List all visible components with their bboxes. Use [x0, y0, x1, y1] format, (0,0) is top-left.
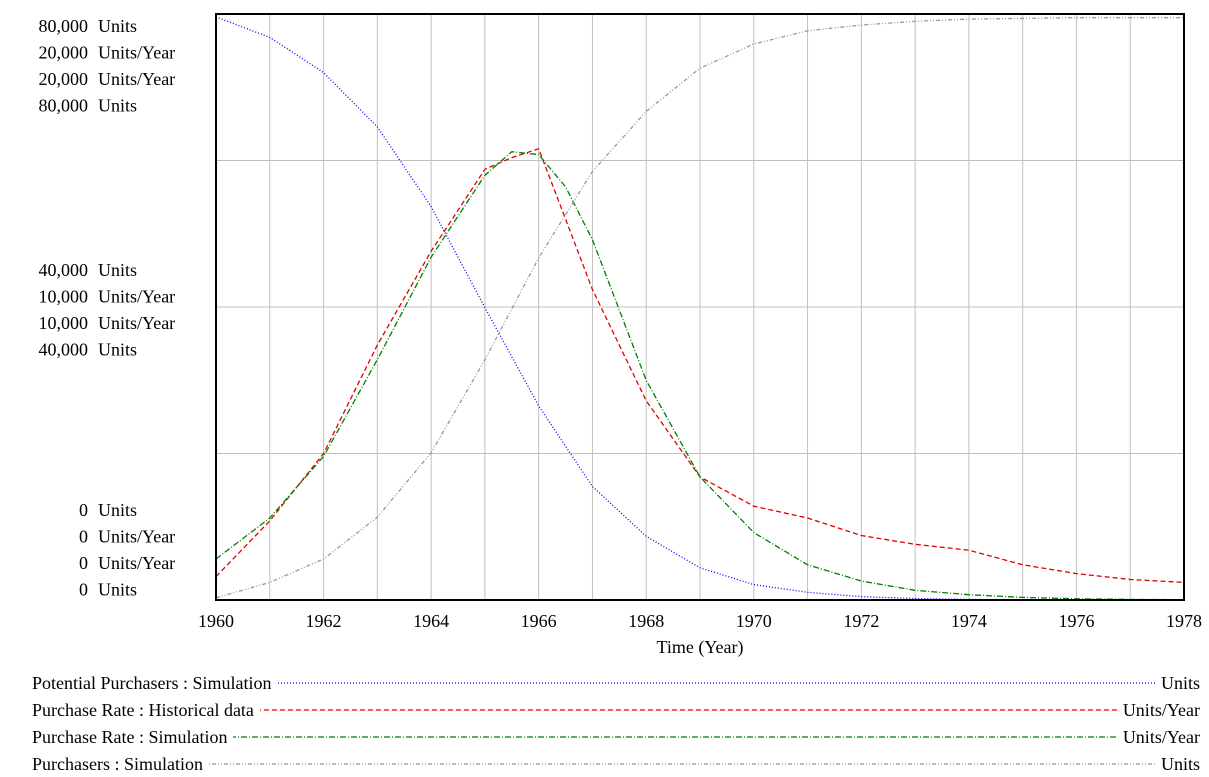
- y-axis-label: 0 Units/Year: [79, 527, 175, 547]
- legend-swatch: [32, 736, 1200, 738]
- y-axis-label-unit: Units/Year: [98, 553, 175, 573]
- y-axis-label: 40,000 Units: [39, 260, 138, 280]
- y-axis-label: 20,000 Units/Year: [39, 69, 176, 89]
- y-axis-label: 20,000 Units/Year: [39, 43, 176, 63]
- y-axis-label-unit: Units/Year: [98, 69, 175, 89]
- y-axis-label-unit: Units/Year: [98, 287, 175, 307]
- y-axis-label-unit: Units: [98, 500, 137, 520]
- series-line-1: [215, 16, 1184, 601]
- chart: 80,000 Units 20,000 Units/Year 20,000 Units/Y…: [39, 13, 1202, 658]
- y-axis-label-value: 0: [79, 580, 88, 600]
- legend-label: Purchase Rate : Simulation: [32, 724, 234, 750]
- y-axis-label-value: 20,000: [39, 69, 89, 89]
- y-axis-label: 10,000 Units/Year: [39, 287, 176, 307]
- legend-units: Units: [1154, 670, 1200, 696]
- y-axis-label: 80,000 Units: [39, 96, 138, 116]
- y-axis-label-value: 40,000: [39, 340, 89, 360]
- x-axis-tick-labels: 1960 1962 1964 1966 1968 1970 1972 1974 1976 1978: [198, 611, 1202, 631]
- y-axis-label-value: 0: [79, 500, 88, 520]
- legend-label: Potential Purchasers : Simulation: [32, 670, 278, 696]
- series-layer: [215, 16, 1185, 601]
- y-axis-label-unit: Units: [98, 16, 137, 36]
- x-tick-label: 1962: [306, 611, 342, 631]
- legend-units: Units: [1154, 751, 1200, 777]
- y-axis-label-unit: Units/Year: [98, 313, 175, 333]
- legend-item: Purchasers : Simulation Units: [0, 751, 1209, 777]
- y-axis-label-value: 10,000: [39, 313, 89, 333]
- legend-item: Potential Purchasers : Simulation Units: [0, 670, 1209, 696]
- x-tick-label: 1970: [736, 611, 772, 631]
- y-axis-label-unit: Units: [98, 580, 137, 600]
- legend-label: Purchase Rate : Historical data: [32, 697, 260, 723]
- legend-units: Units/Year: [1116, 697, 1200, 723]
- x-tick-label: 1966: [521, 611, 557, 631]
- legend-label: Purchasers : Simulation: [32, 751, 209, 777]
- y-axis-label-value: 10,000: [39, 287, 89, 307]
- series-line-3: [215, 151, 1185, 601]
- y-axis-label-unit: Units/Year: [98, 527, 175, 547]
- y-axis-label-unit: Units: [98, 96, 137, 116]
- legend-item: Purchase Rate : Simulation Units/Year: [0, 724, 1209, 750]
- legend-item: Purchase Rate : Historical data Units/Yea…: [0, 697, 1209, 723]
- grid: [215, 14, 1185, 600]
- y-axis-label-value: 40,000: [39, 260, 89, 280]
- series-line-4: [215, 17, 1184, 599]
- y-axis-label: 0 Units: [79, 500, 137, 520]
- x-tick-label: 1960: [198, 611, 234, 631]
- y-axis-label-value: 80,000: [39, 96, 89, 116]
- y-axis-label: 0 Units: [79, 580, 137, 600]
- y-axis-labels: 80,000 Units 20,000 Units/Year 20,000 Units/Y…: [39, 16, 176, 600]
- x-tick-label: 1976: [1058, 611, 1094, 631]
- y-axis-label-unit: Units/Year: [98, 43, 175, 63]
- x-tick-label: 1964: [413, 611, 449, 631]
- legend-swatch: [32, 763, 1200, 765]
- plot-frame: [215, 13, 1185, 601]
- x-tick-label: 1974: [951, 611, 987, 631]
- y-axis-label-value: 0: [79, 527, 88, 547]
- y-axis-label: 10,000 Units/Year: [39, 313, 176, 333]
- y-axis-label: 80,000 Units: [39, 16, 138, 36]
- y-axis-label: 40,000 Units: [39, 340, 138, 360]
- x-tick-label: 1968: [628, 611, 664, 631]
- legend-units: Units/Year: [1116, 724, 1200, 750]
- y-axis-label-value: 20,000: [39, 43, 89, 63]
- series-line-2: [215, 147, 1185, 584]
- y-axis-label-unit: Units: [98, 260, 137, 280]
- x-tick-label: 1972: [843, 611, 879, 631]
- y-axis-label-unit: Units: [98, 340, 137, 360]
- y-axis-label-value: 0: [79, 553, 88, 573]
- y-axis-label: 0 Units/Year: [79, 553, 175, 573]
- x-tick-label: 1978: [1166, 611, 1202, 631]
- x-axis-title: Time (Year): [656, 637, 743, 658]
- y-axis-label-value: 80,000: [39, 16, 89, 36]
